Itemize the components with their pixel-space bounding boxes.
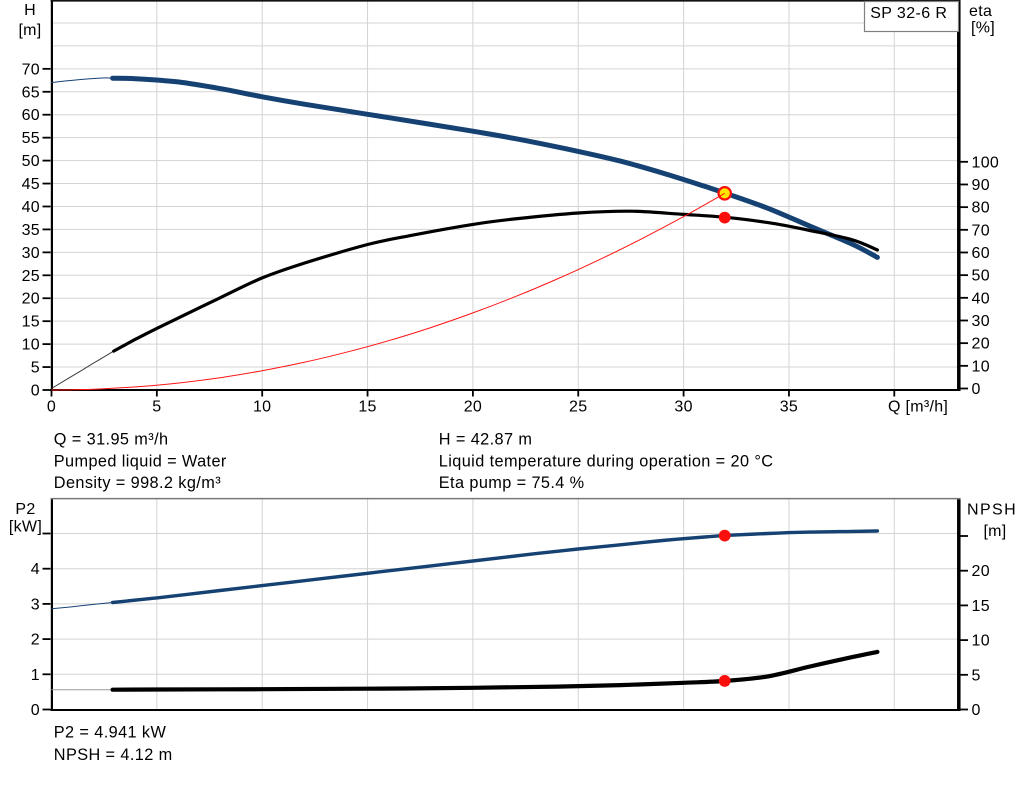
svg-text:45: 45 [22,176,40,193]
svg-text:65: 65 [22,84,40,101]
svg-text:15: 15 [358,399,376,416]
svg-text:Pumped liquid = Water: Pumped liquid = Water [54,452,227,470]
svg-text:Liquid temperature during oper: Liquid temperature during operation = 20… [439,452,774,470]
svg-text:eta: eta [969,3,992,20]
svg-text:0: 0 [972,702,981,719]
svg-text:5: 5 [972,667,981,684]
svg-text:40: 40 [22,199,40,216]
svg-text:10: 10 [22,337,40,354]
svg-text:Q [m³/h]: Q [m³/h] [888,399,948,416]
svg-text:P2: P2 [15,501,35,518]
svg-text:25: 25 [22,268,40,285]
svg-text:NPSH: NPSH [967,502,1017,519]
svg-text:30: 30 [972,313,990,330]
svg-text:35: 35 [780,399,798,416]
svg-text:35: 35 [22,222,40,239]
svg-text:60: 60 [22,107,40,124]
svg-text:20: 20 [22,291,40,308]
svg-text:SP 32-6 R: SP 32-6 R [870,5,947,22]
svg-text:H = 42.87 m: H = 42.87 m [439,431,533,449]
svg-text:90: 90 [972,177,990,194]
svg-text:10: 10 [972,358,990,375]
svg-text:[kW]: [kW] [9,519,42,536]
svg-text:50: 50 [22,153,40,170]
svg-text:0: 0 [31,702,40,719]
svg-text:20: 20 [972,336,990,353]
svg-text:40: 40 [972,290,990,307]
svg-text:30: 30 [674,399,692,416]
svg-text:30: 30 [22,245,40,262]
svg-text:15: 15 [972,598,990,615]
svg-text:[%]: [%] [971,20,995,37]
svg-text:H: H [24,2,36,19]
svg-text:P2 = 4.941 kW: P2 = 4.941 kW [54,723,167,741]
svg-text:Q = 31.95 m³/h: Q = 31.95 m³/h [54,431,169,449]
svg-text:55: 55 [22,130,40,147]
svg-text:0: 0 [47,399,56,416]
svg-text:Eta pump = 75.4 %: Eta pump = 75.4 % [439,474,585,492]
svg-text:Density = 998.2 kg/m³: Density = 998.2 kg/m³ [54,474,221,492]
svg-text:[m]: [m] [18,22,41,39]
svg-text:70: 70 [972,222,990,239]
svg-text:4: 4 [31,561,40,578]
svg-text:70: 70 [22,61,40,78]
svg-text:3: 3 [31,596,40,613]
svg-text:[m]: [m] [983,523,1006,540]
svg-text:60: 60 [972,245,990,262]
svg-text:2: 2 [31,632,40,649]
svg-text:80: 80 [972,200,990,217]
svg-text:1: 1 [31,667,40,684]
svg-text:50: 50 [972,268,990,285]
svg-text:0: 0 [972,381,981,398]
svg-text:20: 20 [972,563,990,580]
svg-text:0: 0 [31,383,40,400]
svg-text:10: 10 [253,399,271,416]
svg-text:10: 10 [972,633,990,650]
svg-text:NPSH = 4.12 m: NPSH = 4.12 m [54,746,173,764]
svg-text:5: 5 [152,399,161,416]
svg-text:15: 15 [22,314,40,331]
svg-text:5: 5 [31,360,40,377]
svg-text:20: 20 [464,399,482,416]
svg-text:100: 100 [972,154,1000,171]
svg-text:25: 25 [569,399,587,416]
